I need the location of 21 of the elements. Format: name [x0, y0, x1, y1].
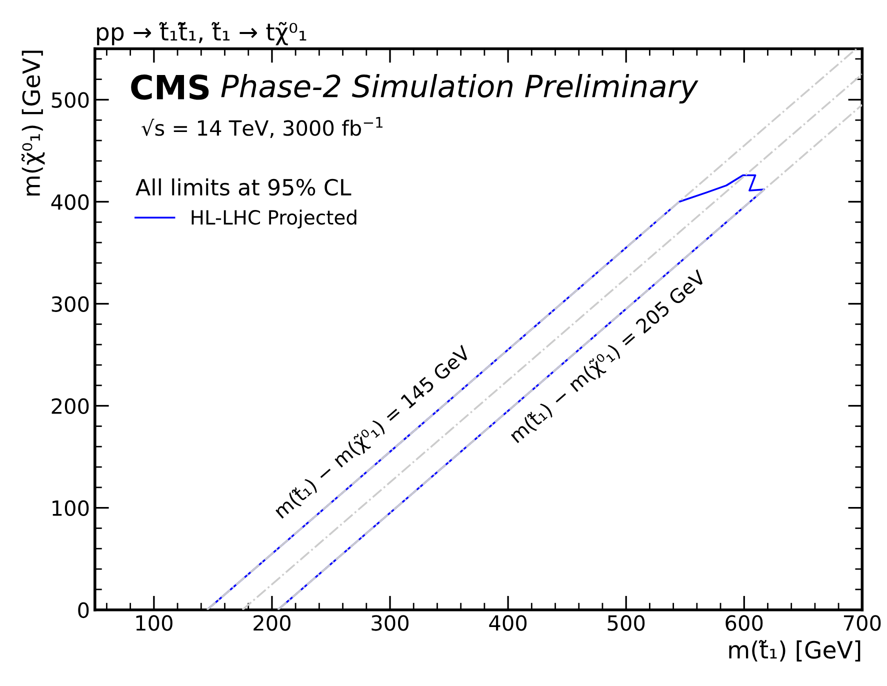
- annotation: CMS: [131, 74, 209, 100]
- x-tick-label: 700: [844, 615, 881, 631]
- x-tick-label: 300: [372, 615, 409, 631]
- y-tick-label: 300: [52, 296, 89, 312]
- legend-title: All limits at 95% CL: [136, 178, 352, 196]
- y-tick-label: 100: [52, 500, 89, 516]
- x-axis-title: m(t̃₁) [GeV]: [729, 640, 860, 662]
- annotation: Phase-2 Simulation Preliminary: [221, 74, 698, 104]
- y-tick-label: 200: [52, 398, 89, 414]
- y-axis-title: m(χ̃⁰₁) [GeV]: [21, 50, 45, 196]
- y-tick-label: 0: [78, 602, 89, 618]
- x-tick-label: 100: [136, 615, 172, 631]
- x-tick-label: 200: [254, 615, 290, 631]
- y-tick-label: 400: [51, 194, 89, 210]
- y-tick-label: 500: [52, 92, 89, 108]
- x-tick-label: 500: [608, 615, 645, 631]
- x-tick-label: 600: [726, 615, 763, 631]
- legend-label: HL-LHC Projected: [192, 210, 356, 228]
- annotation: √s = 14 TeV, 3000 fb$^{−1}$: [142, 117, 382, 138]
- x-tick-label: 400: [489, 615, 527, 631]
- chart-title: pp → t̃₁t̃̄₁, t̃₁ → tχ̃⁰₁: [97, 22, 306, 46]
